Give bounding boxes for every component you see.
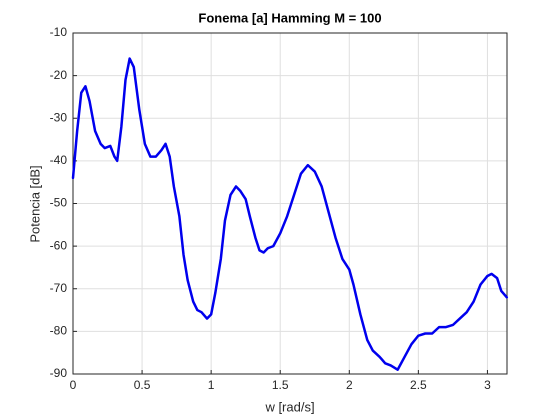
- x-tick-label: 2: [346, 378, 353, 392]
- x-tick-label: 2.5: [410, 378, 427, 392]
- x-tick-label: 1: [208, 378, 215, 392]
- x-tick-label: 1.5: [272, 378, 289, 392]
- x-axis-label: w [rad/s]: [264, 399, 314, 414]
- x-tick-label: 0.5: [134, 378, 151, 392]
- y-axis-label: Potencia [dB]: [27, 165, 42, 242]
- x-tick-label: 0: [70, 378, 77, 392]
- y-tick-label: -90: [50, 366, 68, 380]
- y-tick-label: -70: [50, 281, 68, 295]
- line-series: [71, 57, 509, 371]
- y-tick-label: -50: [50, 196, 68, 210]
- y-tick-label: -80: [50, 324, 68, 338]
- x-tick-label: 3: [484, 378, 491, 392]
- y-tick-label: -10: [50, 25, 68, 39]
- y-tick-label: -20: [50, 68, 68, 82]
- y-tick-label: -60: [50, 238, 68, 252]
- chart-title: Fonema [a] Hamming M = 100: [198, 10, 381, 25]
- plot-frame: [72, 32, 508, 375]
- y-tick-label: -40: [50, 153, 68, 167]
- y-tick-label: -30: [50, 110, 68, 124]
